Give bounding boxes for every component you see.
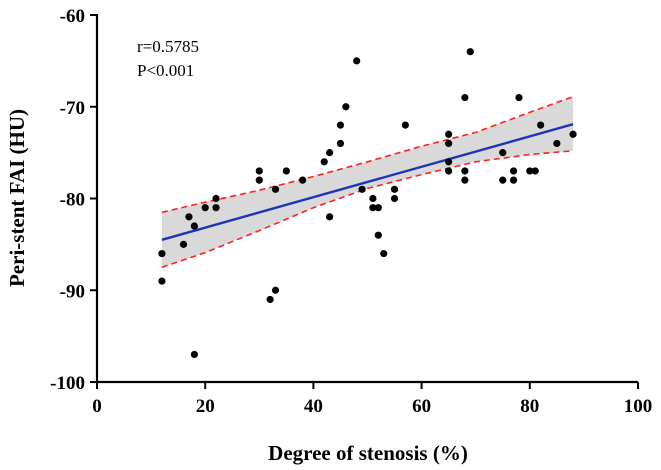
annotation-r-value: r=0.5785 <box>137 37 199 56</box>
y-tick-label: -100 <box>50 373 85 394</box>
data-point <box>509 167 518 175</box>
data-point <box>158 277 166 285</box>
data-point <box>553 139 561 148</box>
data-point <box>515 93 523 102</box>
data-point <box>569 130 577 138</box>
data-point <box>201 204 209 212</box>
x-tick-label: 40 <box>304 396 323 417</box>
data-point <box>179 240 188 248</box>
data-point <box>336 121 345 129</box>
data-point <box>445 130 453 138</box>
regression-line <box>161 123 574 241</box>
data-point <box>212 204 220 212</box>
data-point <box>369 204 377 212</box>
data-point <box>212 194 220 203</box>
data-point <box>185 213 193 221</box>
data-point <box>526 167 534 175</box>
data-point <box>255 167 263 175</box>
regression-layer <box>161 123 574 241</box>
axes-layer: 0 20 40 60 80 100 -60 -70 -80 -90 -100 <box>50 6 652 417</box>
data-point <box>445 158 453 166</box>
y-axis-title: Peri-stent FAI (HU) <box>5 109 29 287</box>
data-point <box>298 176 307 184</box>
data-point <box>190 350 198 359</box>
data-point <box>466 48 474 56</box>
data-point <box>282 167 290 175</box>
data-point <box>358 185 366 193</box>
x-tick-label: 60 <box>412 396 431 417</box>
data-point <box>537 121 545 129</box>
data-point <box>369 194 377 203</box>
x-tick-label: 80 <box>520 396 539 417</box>
data-point <box>266 295 274 304</box>
data-point <box>320 158 328 166</box>
data-points-layer <box>158 48 577 359</box>
y-tick-label: -90 <box>60 281 85 302</box>
x-axis-title: Degree of stenosis (%) <box>268 441 468 465</box>
data-point <box>380 249 388 258</box>
data-point <box>158 249 166 258</box>
data-point <box>445 139 453 148</box>
annotation-p-value: P<0.001 <box>137 61 194 80</box>
data-point <box>342 103 350 111</box>
data-point <box>509 176 518 184</box>
data-point <box>190 222 198 230</box>
data-point <box>461 93 469 102</box>
data-point <box>445 167 453 175</box>
x-tick-label: 0 <box>92 396 102 417</box>
x-tick-label: 100 <box>624 396 653 417</box>
data-point <box>401 121 409 129</box>
data-point <box>271 185 280 193</box>
data-point <box>326 149 334 157</box>
data-point <box>271 286 280 294</box>
data-point <box>374 231 382 239</box>
y-tick-label: -60 <box>60 6 85 27</box>
data-point <box>390 185 399 193</box>
data-point <box>499 149 507 157</box>
data-point <box>531 167 539 175</box>
x-tick-label: 20 <box>196 396 215 417</box>
lower-confidence-line <box>161 150 574 269</box>
data-point <box>374 204 382 212</box>
data-point <box>499 176 507 184</box>
y-tick-label: -70 <box>60 98 85 119</box>
upper-confidence-line <box>161 95 574 214</box>
data-point <box>461 167 469 175</box>
data-point <box>353 57 361 65</box>
y-tick-label: -80 <box>60 190 85 211</box>
data-point <box>336 139 345 148</box>
data-point <box>461 176 469 184</box>
data-point <box>390 194 399 203</box>
data-point <box>326 213 334 221</box>
data-point <box>255 176 263 184</box>
